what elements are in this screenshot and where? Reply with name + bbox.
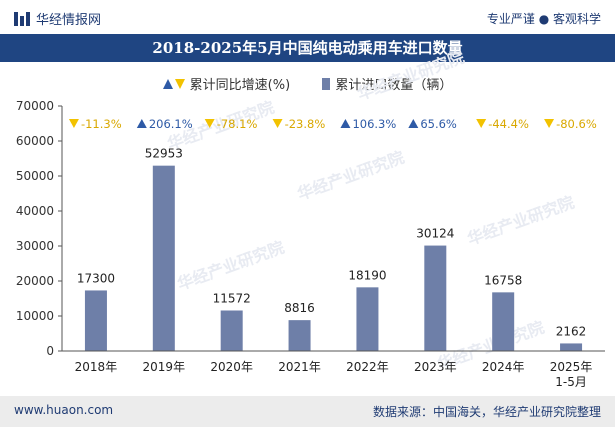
y-tick-label: 0 (46, 344, 54, 358)
bar-chart: 华经产业研究院华经产业研究院华经产业研究院华经产业研究院华经产业研究院华经产业研… (16, 48, 605, 389)
chart-title: 2018-2025年5月中国纯电动乘用车进口数量 (152, 39, 463, 57)
growth-label: -44.4% (488, 117, 529, 131)
x-tick-label: 2022年 (346, 360, 389, 374)
bar (220, 310, 243, 351)
watermark-text: 华经产业研究院 (175, 238, 287, 294)
x-axis: 2018年 2019年 2020年 2021年 2022年 2023年 2024年 2025年… (62, 350, 605, 389)
footer-bar (0, 396, 615, 427)
x-tick-label: 2025年 1-5月 (550, 360, 593, 389)
bar-value-label: 2162 (556, 324, 587, 338)
growth-label: -11.3% (81, 117, 122, 131)
bar-value-label: 30124 (416, 227, 454, 241)
down-triangle-icon (544, 119, 555, 128)
down-triangle-icon (476, 119, 487, 128)
y-tick-label: 30000 (16, 239, 54, 253)
bar-value-label: 11572 (213, 291, 251, 305)
legend-bar-swatch (322, 77, 331, 90)
header: 华经情报网 专业严谨 ● 客观科学 (0, 0, 615, 34)
bars: 17300 52953 11572 8816 18190 30124 16758 2162 (77, 147, 586, 351)
watermark-text: 华经产业研究院 (465, 193, 577, 249)
y-axis: 0 10000 20000 30000 40000 50000 60000 70000 (16, 99, 63, 358)
title-bar (0, 34, 615, 62)
bar (424, 245, 447, 351)
growth-label: 206.1% (149, 117, 193, 131)
bar-value-label: 52953 (145, 147, 183, 161)
bar (492, 292, 515, 351)
y-tick-label: 10000 (16, 309, 54, 323)
bar-value-label: 18190 (348, 268, 386, 282)
tagline: 专业严谨 ● 客观科学 (486, 12, 601, 26)
growth-label: -78.1% (217, 117, 258, 131)
brand-name: 华经情报网 (36, 13, 102, 28)
data-source: 数据来源：中国海关，华经产业研究院整理 (372, 405, 601, 419)
up-triangle-icon (408, 119, 419, 128)
legend: 累计同比增速(%) 累计进口数量（辆） (0, 74, 615, 93)
bar (84, 290, 107, 351)
bar (560, 343, 583, 351)
x-tick-label: 2019年 (143, 360, 186, 374)
bar-value-label: 16758 (484, 273, 522, 287)
down-triangle-icon (272, 119, 283, 128)
y-tick-label: 40000 (16, 204, 54, 218)
x-tick-label: 2018年 (75, 360, 118, 374)
site-url[interactable]: www.huaon.com (14, 403, 114, 417)
legend-item-quantity: 累计进口数量（辆） (322, 74, 452, 93)
y-tick-label: 70000 (16, 99, 54, 113)
brand: 华经情报网 (14, 9, 101, 28)
down-triangle-icon (204, 119, 215, 128)
y-tick-label: 60000 (16, 134, 54, 148)
brand-logo-icon (14, 11, 30, 26)
bar-value-label: 17300 (77, 271, 115, 285)
x-tick-label: 2023年 (414, 360, 457, 374)
legend-label-quantity: 累计进口数量（辆） (335, 78, 453, 93)
y-tick-label: 50000 (16, 169, 54, 183)
x-tick-label: 2024年 (482, 360, 525, 374)
up-down-triangle-icon (162, 78, 185, 89)
growth-label: -80.6% (556, 117, 597, 131)
watermark-text: 华经产业研究院 (295, 148, 407, 204)
growth-row: -11.3% 206.1% -78.1% -23.8% 106.3% 65.6% -44.4… (68, 117, 597, 131)
up-triangle-icon (340, 119, 351, 128)
bar (288, 320, 311, 351)
bar-value-label: 8816 (284, 301, 315, 315)
growth-label: -23.8% (285, 117, 326, 131)
y-tick-label: 20000 (16, 274, 54, 288)
growth-label: 65.6% (420, 117, 457, 131)
x-tick-label: 2021年 (278, 360, 321, 374)
watermark-text: 华经产业研究院 (355, 48, 467, 104)
bar (152, 165, 175, 351)
up-triangle-icon (136, 119, 147, 128)
x-tick-label: 2020年 (210, 360, 253, 374)
bar (356, 287, 379, 351)
down-triangle-icon (68, 119, 79, 128)
growth-label: 106.3% (352, 117, 396, 131)
legend-item-growth: 累计同比增速(%) (162, 74, 291, 93)
legend-label-growth: 累计同比增速(%) (189, 78, 291, 93)
